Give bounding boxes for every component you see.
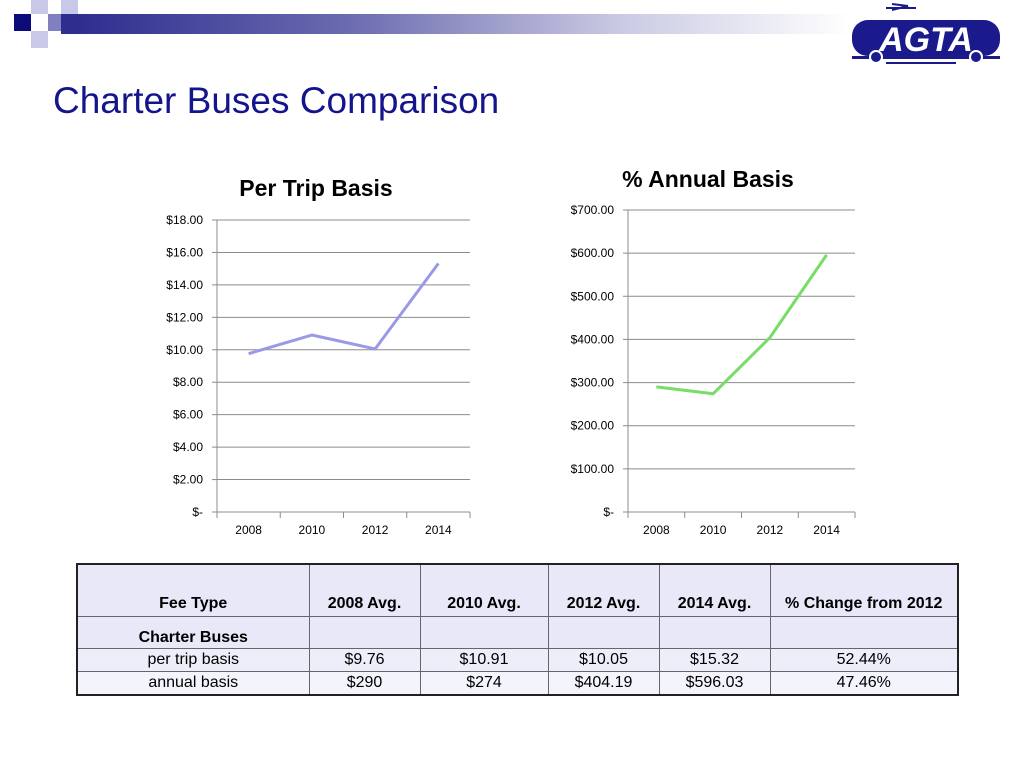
y-tick-label: $100.00 <box>571 462 615 476</box>
table-section-row: Charter Buses <box>76 616 959 649</box>
section-label: Charter Buses <box>76 616 310 649</box>
table-header-row: Fee Type 2008 Avg. 2010 Avg. 2012 Avg. 2… <box>76 563 959 617</box>
x-tick-label: 2008 <box>235 523 262 537</box>
series-line <box>656 254 828 396</box>
deco-square <box>61 0 78 14</box>
logo-text: AGTA <box>878 21 973 59</box>
table-header-cell: 2008 Avg. <box>308 563 421 617</box>
x-tick-label: 2008 <box>643 523 670 537</box>
table-row: per trip basis $9.76 $10.91 $10.05 $15.3… <box>76 648 959 672</box>
table-cell: $404.19 <box>547 671 660 696</box>
chart-title-per-trip: Per Trip Basis <box>239 175 393 201</box>
table-cell <box>658 616 771 649</box>
table-cell <box>419 616 549 649</box>
y-tick-label: $12.00 <box>166 310 203 324</box>
table-cell: 52.44% <box>769 648 959 672</box>
table-cell: 47.46% <box>769 671 959 696</box>
fee-comparison-table: Fee Type 2008 Avg. 2010 Avg. 2012 Avg. 2… <box>76 563 959 696</box>
y-tick-label: $200.00 <box>571 419 615 433</box>
deco-square <box>31 31 48 48</box>
y-tick-label: $2.00 <box>173 473 203 487</box>
y-tick-label: $4.00 <box>173 440 203 454</box>
y-tick-label: $300.00 <box>571 376 615 390</box>
table-cell <box>547 616 660 649</box>
y-tick-label: $700.00 <box>571 203 615 217</box>
deco-square <box>48 14 65 31</box>
table-cell: $9.76 <box>308 648 421 672</box>
x-tick-label: 2012 <box>757 523 784 537</box>
x-tick-label: 2010 <box>299 523 326 537</box>
chart-title-annual: % Annual Basis <box>622 166 794 192</box>
series-line <box>248 262 440 356</box>
annual-line-chart: $- $100.00 $200.00 $300.00 $400.00 $500.00 $60… <box>571 203 856 537</box>
x-tick-label: 2010 <box>700 523 727 537</box>
y-tick-label: $- <box>603 505 614 519</box>
table-header-cell: % Change from 2012 <box>769 563 959 617</box>
table-cell: $10.91 <box>419 648 549 672</box>
table-header-cell: Fee Type <box>76 563 310 617</box>
decorative-top-bar <box>0 0 1024 48</box>
table-header-cell: 2012 Avg. <box>547 563 660 617</box>
table-cell <box>308 616 421 649</box>
y-tick-label: $10.00 <box>166 343 203 357</box>
table-cell: $15.32 <box>658 648 771 672</box>
table-cell: $290 <box>308 671 421 696</box>
deco-gradient-bar <box>78 14 850 34</box>
y-tick-label: $500.00 <box>571 289 615 303</box>
x-tick-label: 2014 <box>425 523 452 537</box>
table-row: annual basis $290 $274 $404.19 $596.03 4… <box>76 671 959 696</box>
table-header-cell: 2010 Avg. <box>419 563 549 617</box>
y-tick-label: $400.00 <box>571 332 615 346</box>
table-cell: per trip basis <box>76 648 310 672</box>
deco-square <box>14 14 31 31</box>
per-trip-line-chart: $- $2.00 $4.00 $6.00 $8.00 $10.00 $12.00 $14.00… <box>166 213 471 537</box>
table-cell: annual basis <box>76 671 310 696</box>
y-tick-label: $14.00 <box>166 278 203 292</box>
x-tick-label: 2014 <box>813 523 840 537</box>
table-cell: $274 <box>419 671 549 696</box>
y-tick-label: $6.00 <box>173 408 203 422</box>
deco-square <box>31 0 48 14</box>
table-cell <box>769 616 959 649</box>
table-cell: $596.03 <box>658 671 771 696</box>
y-tick-label: $16.00 <box>166 245 203 259</box>
y-tick-label: $- <box>192 505 203 519</box>
slide-title: Charter Buses Comparison <box>53 80 500 121</box>
y-tick-label: $8.00 <box>173 375 203 389</box>
agta-logo: AGTA <box>852 3 1000 64</box>
x-tick-label: 2012 <box>362 523 389 537</box>
deco-square <box>61 14 78 34</box>
table-cell: $10.05 <box>547 648 660 672</box>
table-header-cell: 2014 Avg. <box>658 563 771 617</box>
y-tick-label: $18.00 <box>166 213 203 227</box>
y-tick-label: $600.00 <box>571 246 615 260</box>
